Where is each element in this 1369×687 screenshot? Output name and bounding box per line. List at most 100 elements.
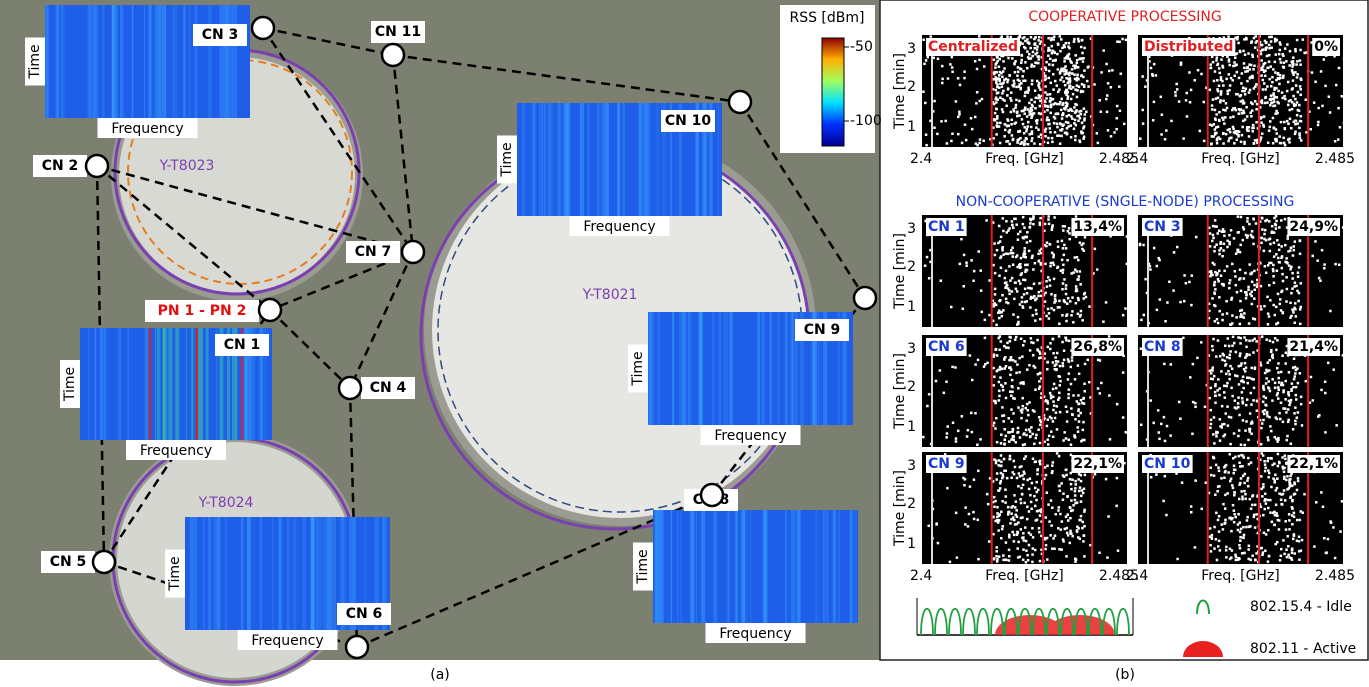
occupancy-dot [1070,314,1073,317]
node-label: CN 1 [224,337,261,353]
occupancy-dot [1279,559,1282,562]
plot-percent: 22,1% [1289,456,1338,472]
occupancy-dot [1268,220,1271,223]
occupancy-dot [1053,383,1056,386]
tank-label: Y-T8023 [159,158,215,174]
occupancy-dot [1272,341,1275,344]
occupancy-dot [1240,362,1243,365]
occupancy-dot [1019,230,1022,233]
occupancy-dot [1044,263,1047,266]
occupancy-dot [1209,536,1212,539]
occupancy-dot [1337,138,1340,141]
occupancy-dot [1277,519,1280,522]
occupancy-dot [979,438,982,441]
occupancy-dot [1034,53,1037,56]
occupancy-dot [1083,125,1086,128]
occupancy-dot [1068,360,1071,363]
occupancy-dot [1015,509,1018,512]
occupancy-dot [1291,552,1294,555]
occupancy-dot [1222,249,1225,252]
occupancy-dot [1160,133,1163,136]
occupancy-dot [1246,235,1249,238]
occupancy-dot [1294,48,1297,51]
occupancy-dot [1122,416,1125,419]
occupancy-dot [1118,85,1121,88]
occupancy-dot [996,472,999,475]
occupancy-dot [996,519,999,522]
occupancy-dot [1100,71,1103,74]
occupancy-dot [1327,362,1330,365]
occupancy-dot [984,319,987,322]
occupancy-dot [1099,359,1102,362]
occupancy-dot [1289,478,1292,481]
occupancy-dot [1332,526,1335,529]
occupancy-dot [1022,484,1025,487]
occupancy-dot [1260,136,1263,139]
occupancy-dot [1300,306,1303,309]
node [402,241,424,263]
occupancy-dot [1246,80,1249,83]
occupancy-dot [1247,288,1250,291]
occupancy-dot [1005,301,1008,304]
occupancy-dot [1044,91,1047,94]
occupancy-dot [1039,463,1042,466]
occupancy-dot [1285,276,1288,279]
occupancy-dot [958,113,961,116]
occupancy-dot [1294,302,1297,305]
occupancy-dot [1056,126,1059,129]
occupancy-dot [1025,561,1028,564]
occupancy-dot [1297,271,1300,274]
occupancy-dot [1231,109,1234,112]
occupancy-dot [1220,477,1223,480]
occupancy-dot [1065,469,1068,472]
node-label: CN 10 [665,113,712,129]
occupancy-dot [1235,556,1238,559]
occupancy-dot [1026,108,1029,111]
occupancy-dot [1051,226,1054,229]
occupancy-dot [1029,108,1032,111]
spectrogram-stripe [797,510,800,623]
occupancy-dot [1072,65,1075,68]
occupancy-dot [1319,279,1322,282]
occupancy-dot [1268,60,1271,63]
occupancy-dot [1054,356,1057,359]
y-axis-label: Time [min] [892,53,908,130]
occupancy-dot [1037,468,1040,471]
occupancy-dot [1035,437,1038,440]
occupancy-dot [1164,320,1167,323]
occupancy-dot [1324,85,1327,88]
occupancy-dot [1059,101,1062,104]
occupancy-dot [955,512,958,515]
occupancy-dot [1210,142,1213,145]
occupancy-dot [1029,494,1032,497]
occupancy-dot [1050,106,1053,109]
occupancy-dot [1225,363,1228,366]
occupancy-dot [1124,307,1127,310]
occupancy-dot [1253,284,1256,287]
occupancy-dot [1269,511,1272,514]
occupancy-dot [1052,256,1055,259]
spectrogram-stripe [95,328,97,440]
occupancy-dot [1085,111,1088,114]
occupancy-dot [1032,536,1035,539]
occupancy-dot [995,550,998,553]
occupancy-dot [1183,300,1186,303]
occupancy-dot [1267,529,1270,532]
occupancy-dot [1063,349,1066,352]
occupancy-dot [1234,456,1237,459]
occupancy-dot [1287,408,1290,411]
occupancy-dot [1063,67,1066,70]
occupancy-dot [1035,481,1038,484]
occupancy-dot [1276,418,1279,421]
occupancy-dot [1253,65,1256,68]
occupancy-dot [1013,80,1016,83]
occupancy-dot [1244,362,1247,365]
occupancy-dot [999,482,1002,485]
occupancy-dot [1223,477,1226,480]
occupancy-dot [992,367,995,370]
occupancy-dot [1224,494,1227,497]
occupancy-dot [944,120,947,123]
node-label: CN 2 [42,158,79,174]
occupancy-dot [1246,115,1249,118]
occupancy-dot [1063,431,1066,434]
